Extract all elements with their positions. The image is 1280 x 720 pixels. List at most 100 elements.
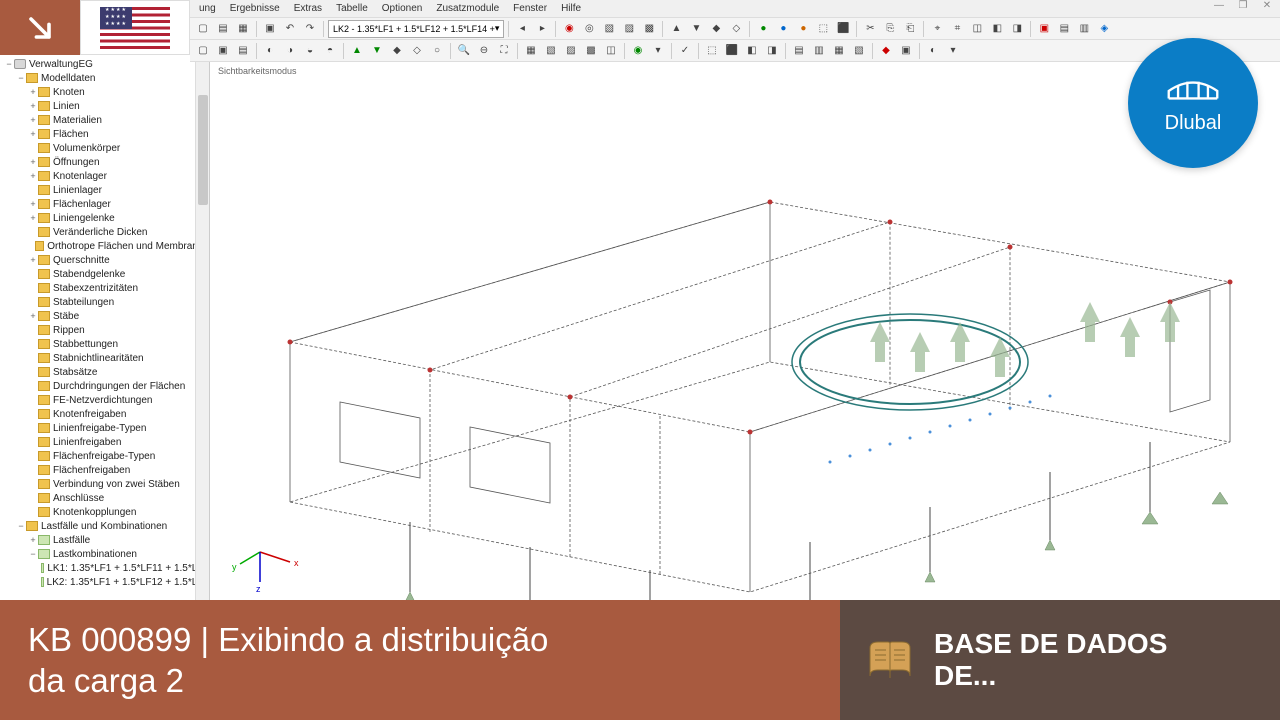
tree-item[interactable]: LK2: 1.35*LF1 + 1.5*LF12 + 1.5*LF1 bbox=[4, 575, 209, 589]
tree-item[interactable]: Stabendgelenke bbox=[4, 267, 209, 281]
tree-item[interactable]: Linienfreigaben bbox=[4, 435, 209, 449]
tree-item[interactable]: Verbindung von zwei Stäben bbox=[4, 477, 209, 491]
tb-tool-icon[interactable]: ◒ bbox=[301, 42, 319, 60]
tb-tool-icon[interactable]: ◎ bbox=[580, 20, 598, 38]
tb-tool-icon[interactable]: ▧ bbox=[542, 42, 560, 60]
tb-new-icon[interactable]: ▢ bbox=[194, 20, 212, 38]
tb-tool-icon[interactable]: ◆ bbox=[707, 20, 725, 38]
tb-save-icon[interactable]: ▦ bbox=[234, 20, 252, 38]
tb-tool-icon[interactable]: ▧ bbox=[850, 42, 868, 60]
scrollbar[interactable] bbox=[195, 55, 209, 600]
tb-tool-icon[interactable]: ▾ bbox=[649, 42, 667, 60]
tb-tool-icon[interactable]: ● bbox=[774, 20, 792, 38]
tb-tool-icon[interactable]: ▦ bbox=[830, 42, 848, 60]
tb-tool-icon[interactable]: ◓ bbox=[321, 42, 339, 60]
tb-undo-icon[interactable]: ↶ bbox=[281, 20, 299, 38]
tb-tool-icon[interactable]: ▤ bbox=[1055, 20, 1073, 38]
tree-item[interactable]: +Flächenlager bbox=[4, 197, 209, 211]
tree-item[interactable]: −Lastkombinationen bbox=[4, 547, 209, 561]
tb-nav-right-icon[interactable]: ▸ bbox=[533, 20, 551, 38]
tb-tool-icon[interactable]: ▧ bbox=[600, 20, 618, 38]
tree-item[interactable]: −Modelldaten bbox=[4, 71, 209, 85]
tree-item[interactable]: −VerwaltungEG bbox=[4, 57, 209, 71]
tree-item[interactable]: +Materialien bbox=[4, 113, 209, 127]
tb-tool-icon[interactable]: ⌖ bbox=[928, 20, 946, 38]
tree-item[interactable]: Anschlüsse bbox=[4, 491, 209, 505]
tb-tool-icon[interactable]: ◆ bbox=[877, 42, 895, 60]
tb-zoom-in-icon[interactable]: 🔍 bbox=[455, 42, 473, 60]
tb-nav-left-icon[interactable]: ◂ bbox=[513, 20, 531, 38]
tree-item[interactable]: +Liniengelenke bbox=[4, 211, 209, 225]
tb-tool-icon[interactable]: ◇ bbox=[408, 42, 426, 60]
minimize-button[interactable]: — bbox=[1208, 0, 1230, 11]
menu-item[interactable]: ung bbox=[194, 3, 221, 14]
tb-tool-icon[interactable]: ◫ bbox=[968, 20, 986, 38]
tree-item[interactable]: Veränderliche Dicken bbox=[4, 225, 209, 239]
tb-zoom-out-icon[interactable]: ⊖ bbox=[475, 42, 493, 60]
tb-tool-icon[interactable]: ▢ bbox=[194, 42, 212, 60]
tb-tool-icon[interactable]: ◐ bbox=[924, 42, 942, 60]
menu-item[interactable]: Extras bbox=[289, 3, 327, 14]
tb-tool-icon[interactable]: ⬛ bbox=[834, 20, 852, 38]
tb-tool-icon[interactable]: ● bbox=[794, 20, 812, 38]
tree-item[interactable]: +Linien bbox=[4, 99, 209, 113]
scrollbar-thumb[interactable] bbox=[198, 95, 208, 205]
tree-item[interactable]: Stabsätze bbox=[4, 365, 209, 379]
menu-item[interactable]: Tabelle bbox=[331, 3, 373, 14]
tb-tool-icon[interactable]: ◇ bbox=[727, 20, 745, 38]
menu-item[interactable]: Fenster bbox=[508, 3, 552, 14]
tb-tool-icon[interactable]: ▼ bbox=[687, 20, 705, 38]
tb-tool-icon[interactable]: ▩ bbox=[640, 20, 658, 38]
tree-item[interactable]: Stabexzentrizitäten bbox=[4, 281, 209, 295]
tree-item[interactable]: +Stäbe bbox=[4, 309, 209, 323]
tree-item[interactable]: Stabteilungen bbox=[4, 295, 209, 309]
tb-tool-icon[interactable]: ▾ bbox=[944, 42, 962, 60]
tb-tool-icon[interactable]: ▤ bbox=[790, 42, 808, 60]
tb-tool-icon[interactable]: ◫ bbox=[602, 42, 620, 60]
tree-item[interactable]: Linienfreigabe-Typen bbox=[4, 421, 209, 435]
tb-tool-icon[interactable]: ⌗ bbox=[948, 20, 966, 38]
tree-item[interactable]: +Öffnungen bbox=[4, 155, 209, 169]
tb-tool-icon[interactable]: ◉ bbox=[629, 42, 647, 60]
menu-item[interactable]: Optionen bbox=[377, 3, 428, 14]
tb-tool-icon[interactable]: ▩ bbox=[582, 42, 600, 60]
tree-item[interactable]: Flächenfreigabe-Typen bbox=[4, 449, 209, 463]
tree-item[interactable]: +Lastfälle bbox=[4, 533, 209, 547]
tb-open-icon[interactable]: ▤ bbox=[214, 20, 232, 38]
tree-item[interactable]: +Querschnitte bbox=[4, 253, 209, 267]
load-combo-selector[interactable]: LK2 - 1.35*LF1 + 1.5*LF12 + 1.5*LF14 + ▾ bbox=[328, 20, 504, 38]
model-viewport[interactable]: Sichtbarkeitsmodus bbox=[210, 62, 1280, 600]
tree-item[interactable]: Stabbettungen bbox=[4, 337, 209, 351]
tb-tool-icon[interactable]: ◨ bbox=[763, 42, 781, 60]
tree-item[interactable]: +Knotenlager bbox=[4, 169, 209, 183]
tb-tool-icon[interactable]: ✓ bbox=[676, 42, 694, 60]
tb-tool-icon[interactable]: ▣ bbox=[1035, 20, 1053, 38]
tb-tool-icon[interactable]: ▼ bbox=[368, 42, 386, 60]
tb-tool-icon[interactable]: ▤ bbox=[234, 42, 252, 60]
tb-tool-icon[interactable]: ▨ bbox=[620, 20, 638, 38]
tree-item[interactable]: Knotenkopplungen bbox=[4, 505, 209, 519]
tb-print-icon[interactable]: ▣ bbox=[261, 20, 279, 38]
tb-tool-icon[interactable]: ◐ bbox=[261, 42, 279, 60]
menu-item[interactable]: Zusatzmodule bbox=[431, 3, 504, 14]
tb-tool-icon[interactable]: ⬚ bbox=[814, 20, 832, 38]
tb-tool-icon[interactable]: ▲ bbox=[667, 20, 685, 38]
tree-item[interactable]: Rippen bbox=[4, 323, 209, 337]
tb-zoom-fit-icon[interactable]: ⛶ bbox=[495, 42, 513, 60]
tb-tool-icon[interactable]: ◆ bbox=[388, 42, 406, 60]
tree-item[interactable]: +Knoten bbox=[4, 85, 209, 99]
tb-tool-icon[interactable]: ◨ bbox=[1008, 20, 1026, 38]
tb-tool-icon[interactable]: ▥ bbox=[1075, 20, 1093, 38]
close-button[interactable]: ✕ bbox=[1256, 0, 1278, 11]
tree-item[interactable]: Linienlager bbox=[4, 183, 209, 197]
tb-tool-icon[interactable]: ▦ bbox=[522, 42, 540, 60]
tree-item[interactable]: Stabnichtlinearitäten bbox=[4, 351, 209, 365]
menu-item[interactable]: Ergebnisse bbox=[225, 3, 285, 14]
tree-item[interactable]: Orthotrope Flächen und Membranen bbox=[4, 239, 209, 253]
tree-item[interactable]: Durchdringungen der Flächen bbox=[4, 379, 209, 393]
tree-item[interactable]: LK1: 1.35*LF1 + 1.5*LF11 + 1.5*LF1 bbox=[4, 561, 209, 575]
tb-tool-icon[interactable]: ◧ bbox=[988, 20, 1006, 38]
tb-tool-icon[interactable]: ▥ bbox=[810, 42, 828, 60]
tb-tool-icon[interactable]: ◈ bbox=[1095, 20, 1113, 38]
tb-tool-icon[interactable]: ▲ bbox=[348, 42, 366, 60]
